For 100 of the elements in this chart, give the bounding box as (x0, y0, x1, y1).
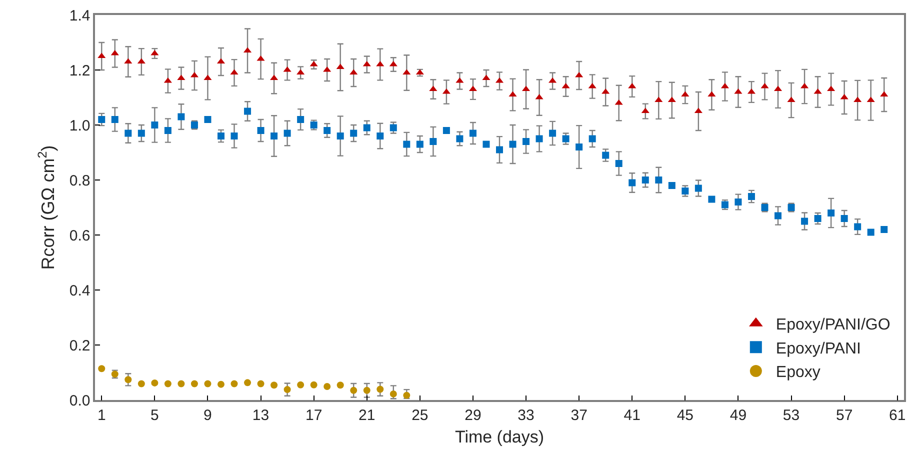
point (270, 132, 278, 140)
point (840, 215, 848, 222)
point (98, 116, 106, 123)
point (230, 380, 238, 388)
point (164, 127, 172, 134)
point (336, 382, 344, 389)
point (774, 212, 782, 220)
y-tick-label: 0.4 (69, 282, 90, 300)
y-tick-label: 1.0 (69, 117, 90, 134)
x-tick-label: 13 (252, 406, 270, 424)
point (814, 215, 822, 222)
point (151, 122, 158, 128)
x-tick-label: 5 (150, 406, 159, 424)
point (509, 140, 516, 148)
point (284, 386, 291, 394)
point (403, 392, 410, 399)
point (270, 382, 278, 389)
x-tick-label: 25 (412, 406, 428, 424)
point (430, 138, 437, 145)
point (376, 386, 384, 393)
y-tick-label: 0.0 (69, 392, 90, 410)
point (204, 380, 212, 388)
point (694, 184, 702, 192)
point (576, 144, 583, 150)
point (164, 380, 172, 388)
point (828, 210, 835, 216)
point (390, 390, 397, 398)
x-tick-label: 49 (730, 406, 747, 424)
point (602, 152, 610, 159)
x-tick-label: 57 (836, 406, 853, 424)
y-tick-label: 0.8 (69, 172, 90, 190)
point (204, 116, 212, 123)
point (151, 379, 158, 386)
point (682, 188, 689, 194)
point (496, 146, 503, 154)
y-tick-label: 1.4 (69, 7, 90, 24)
x-tick-label: 45 (676, 406, 694, 424)
point (854, 223, 862, 230)
point (456, 135, 464, 142)
point (244, 108, 252, 115)
x-tick-label: 29 (464, 406, 482, 424)
point (522, 138, 530, 145)
point (363, 386, 370, 394)
point (642, 176, 649, 184)
x-tick-label: 1 (97, 406, 106, 424)
point (628, 179, 636, 186)
legend-label: Epoxy/PANI (776, 340, 861, 358)
point (416, 140, 424, 148)
legend-label: Epoxy/PANI/GO (776, 316, 890, 334)
point (748, 193, 755, 200)
point (257, 380, 264, 388)
point (297, 116, 304, 123)
point (615, 160, 622, 167)
point (111, 116, 118, 123)
x-tick-label: 53 (782, 406, 800, 424)
point (708, 196, 716, 203)
x-axis-title: Time (days) (454, 428, 544, 447)
x-tick-label: 37 (570, 406, 588, 424)
point (350, 386, 358, 394)
point (734, 198, 742, 206)
point (230, 132, 238, 140)
point (138, 380, 145, 388)
point (442, 127, 450, 134)
point (190, 380, 198, 388)
point (336, 132, 344, 140)
x-tick-label: 17 (305, 406, 322, 424)
point (98, 365, 106, 372)
point (124, 376, 132, 384)
x-tick-label: 9 (204, 406, 212, 424)
point (257, 127, 264, 134)
point (801, 218, 808, 225)
x-tick-label: 41 (624, 406, 640, 424)
point (655, 176, 662, 184)
y-tick-label: 0.2 (69, 337, 90, 354)
point (880, 226, 888, 233)
point (217, 380, 224, 388)
x-tick-label: 21 (358, 406, 376, 424)
point (284, 130, 291, 137)
point (588, 135, 596, 142)
point (867, 228, 874, 236)
point (562, 135, 570, 142)
point (376, 132, 384, 140)
y-tick-label: 1.2 (69, 62, 90, 80)
point (469, 130, 476, 137)
point (363, 124, 370, 132)
point (324, 127, 331, 134)
point (138, 130, 145, 137)
legend-label: Epoxy (776, 364, 820, 382)
point (482, 140, 490, 148)
point (124, 130, 132, 137)
x-tick-label: 33 (518, 406, 534, 424)
point (178, 380, 185, 388)
point (536, 135, 543, 142)
point (668, 182, 676, 189)
point (403, 140, 410, 148)
point (217, 132, 224, 140)
point (178, 113, 185, 120)
point (310, 381, 318, 388)
y-tick-label: 0.6 (69, 227, 90, 244)
point (324, 383, 331, 390)
